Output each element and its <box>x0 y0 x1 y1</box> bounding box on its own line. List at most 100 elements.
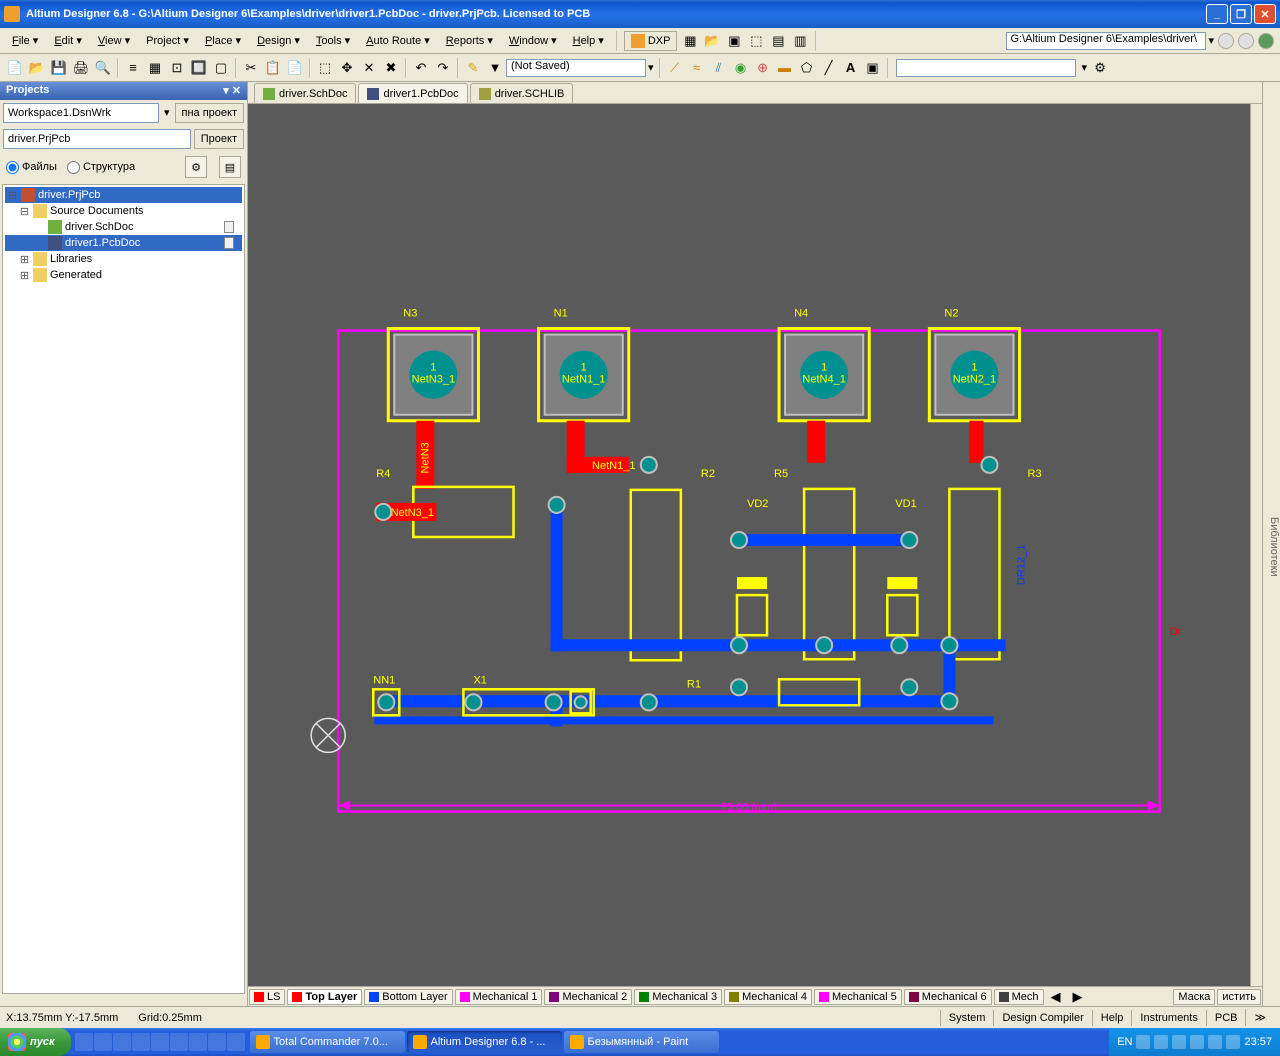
layer-nav-prev[interactable]: ◀ <box>1046 987 1066 1007</box>
clear-button[interactable]: истить <box>1217 989 1261 1005</box>
move-icon[interactable]: ✥ <box>337 58 357 78</box>
workspace-dropdown[interactable] <box>3 103 159 123</box>
menu-tools[interactable]: Tools ▾ <box>308 31 358 50</box>
layer-tab[interactable]: LS <box>249 989 285 1005</box>
tree-generated[interactable]: ⊞Generated <box>5 267 242 283</box>
tray-icon[interactable] <box>1172 1035 1186 1049</box>
ql-icon[interactable] <box>208 1033 226 1051</box>
taskbar-button[interactable]: Безымянный - Paint <box>564 1031 719 1053</box>
component-icon[interactable]: ▣ <box>863 58 883 78</box>
tree-pcbdoc[interactable]: driver1.PcbDoc <box>5 235 242 251</box>
ql-icon[interactable] <box>113 1033 131 1051</box>
route-diff-icon[interactable]: ≈ <box>687 58 707 78</box>
panel-system[interactable]: System <box>940 1010 994 1026</box>
tab-schlib[interactable]: driver.SCHLIB <box>470 83 574 103</box>
config-icon[interactable]: ⚙ <box>1090 58 1110 78</box>
tray-icon[interactable] <box>1154 1035 1168 1049</box>
preview-icon[interactable]: 🔍 <box>93 58 113 78</box>
zoom-fit-icon[interactable]: 🔲 <box>189 58 209 78</box>
ql-icon[interactable] <box>75 1033 93 1051</box>
polygon-icon[interactable]: ⬠ <box>797 58 817 78</box>
copy-icon[interactable]: 📋 <box>263 58 283 78</box>
layer-tab[interactable]: Mechanical 5 <box>814 989 902 1005</box>
layer-tab[interactable]: Bottom Layer <box>364 989 452 1005</box>
tb-tileh-icon[interactable]: ⬚ <box>746 31 766 51</box>
menu-file[interactable]: File ▾ <box>4 31 46 50</box>
via-icon[interactable]: ◉ <box>731 58 751 78</box>
minimize-button[interactable]: _ <box>1206 4 1228 24</box>
nav-icon[interactable]: ▦ <box>145 58 165 78</box>
menu-help[interactable]: Help ▾ <box>565 31 612 50</box>
tb-open-icon[interactable]: 📂 <box>702 31 722 51</box>
layer-tab[interactable]: Mechanical 1 <box>455 989 543 1005</box>
project-button[interactable]: Проект <box>194 129 244 149</box>
paste-icon[interactable]: 📄 <box>285 58 305 78</box>
nav-home-icon[interactable] <box>1258 33 1274 49</box>
start-button[interactable]: пуск <box>0 1028 71 1056</box>
menu-window[interactable]: Window ▾ <box>501 31 565 50</box>
ql-icon[interactable] <box>170 1033 188 1051</box>
fill-icon[interactable]: ▬ <box>775 58 795 78</box>
tree-source-docs[interactable]: ⊟Source Documents <box>5 203 242 219</box>
pcb-canvas[interactable]: 75.00 (mm) N3 1 NetN3_1 NetN3 <box>248 104 1250 986</box>
layer-tab[interactable]: Mechanical 2 <box>544 989 632 1005</box>
config-dropdown[interactable] <box>896 59 1076 77</box>
tb-tilev-icon[interactable]: ▤ <box>768 31 788 51</box>
panel-opt1-icon[interactable]: ⚙ <box>185 156 207 178</box>
highlight-icon[interactable]: ✎ <box>463 58 483 78</box>
ql-icon[interactable] <box>151 1033 169 1051</box>
open-icon[interactable]: 📂 <box>27 58 47 78</box>
mask-button[interactable]: Маска <box>1173 989 1215 1005</box>
breadcrumb-path[interactable]: G:\Altium Designer 6\Examples\driver\ <box>1006 32 1206 50</box>
tb-cascade-icon[interactable]: ▣ <box>724 31 744 51</box>
list-icon[interactable]: ≡ <box>123 58 143 78</box>
ql-icon[interactable] <box>132 1033 150 1051</box>
dxp-button[interactable]: DXP <box>624 31 678 51</box>
text-icon[interactable]: A <box>841 58 861 78</box>
tree-project-root[interactable]: ⊟driver.PrjPcb <box>5 187 242 203</box>
save-icon[interactable]: 💾 <box>49 58 69 78</box>
tray-icon[interactable] <box>1208 1035 1222 1049</box>
layer-tab[interactable]: Mech <box>994 989 1044 1005</box>
nav-back-icon[interactable] <box>1218 33 1234 49</box>
menu-edit[interactable]: Edit ▾ <box>46 31 90 50</box>
project-field[interactable] <box>3 129 191 149</box>
filter-dropdown[interactable]: (Not Saved) <box>506 59 646 77</box>
tray-icon[interactable] <box>1136 1035 1150 1049</box>
new-icon[interactable]: 📄 <box>5 58 25 78</box>
radio-structure[interactable]: Структура <box>67 161 135 174</box>
layer-tab[interactable]: Mechanical 3 <box>634 989 722 1005</box>
workspace-button[interactable]: пна проект <box>175 103 245 123</box>
taskbar-button[interactable]: Total Commander 7.0... <box>250 1031 405 1053</box>
panel-more-icon[interactable]: ≫ <box>1245 1009 1274 1026</box>
tree-schdoc[interactable]: driver.SchDoc <box>5 219 242 235</box>
zoom-sel-icon[interactable]: ▢ <box>211 58 231 78</box>
ql-icon[interactable] <box>189 1033 207 1051</box>
libraries-tab[interactable]: Библиотеки <box>1262 82 1280 1006</box>
route-track-icon[interactable]: ⟋ <box>665 58 685 78</box>
ql-icon[interactable] <box>227 1033 245 1051</box>
ql-icon[interactable] <box>94 1033 112 1051</box>
line-icon[interactable]: ╱ <box>819 58 839 78</box>
undo-icon[interactable]: ↶ <box>411 58 431 78</box>
print-icon[interactable]: 🖨 <box>71 58 91 78</box>
select-icon[interactable]: ⬚ <box>315 58 335 78</box>
panel-opt2-icon[interactable]: ▤ <box>219 156 241 178</box>
tb-arrange-icon[interactable]: ▥ <box>790 31 810 51</box>
layer-nav-next[interactable]: ▶ <box>1068 987 1088 1007</box>
menu-autoroute[interactable]: Auto Route ▾ <box>358 31 438 50</box>
nav-fwd-icon[interactable] <box>1238 33 1254 49</box>
menu-place[interactable]: Place ▾ <box>197 31 249 50</box>
menu-reports[interactable]: Reports ▾ <box>438 31 501 50</box>
filter-icon[interactable]: ▼ <box>485 58 505 78</box>
clock[interactable]: 23:57 <box>1244 1036 1272 1048</box>
pad-icon[interactable]: ⊕ <box>753 58 773 78</box>
panel-menu-icon[interactable]: ▾ ✕ <box>223 84 241 98</box>
layer-tab[interactable]: Mechanical 4 <box>724 989 812 1005</box>
panel-help[interactable]: Help <box>1092 1010 1132 1026</box>
vertical-scrollbar[interactable] <box>1250 104 1262 986</box>
radio-files[interactable]: Файлы <box>6 161 57 174</box>
tab-schdoc[interactable]: driver.SchDoc <box>254 83 356 103</box>
menu-project[interactable]: Project ▾ <box>138 31 197 50</box>
route-multi-icon[interactable]: ⫽ <box>709 58 729 78</box>
